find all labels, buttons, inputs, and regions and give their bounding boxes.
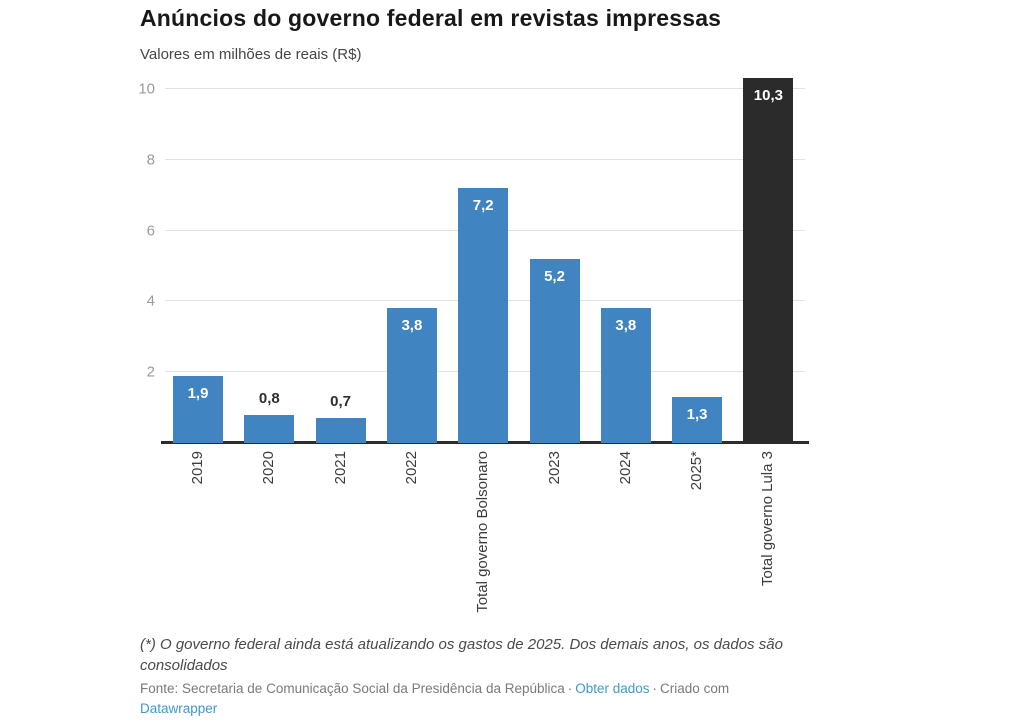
gridline [165,88,805,89]
chart-title: Anúncios do governo federal em revistas … [140,5,722,31]
value-label: 5,2 [544,267,565,285]
source-text: Fonte: Secretaria de Comunicação Social … [140,681,565,696]
bar-Total governo Bolsonaro [458,188,509,443]
separator-dot: · [567,681,573,696]
y-tick-label: 4 [146,292,155,310]
x-axis-label: 2022 [402,451,420,485]
footnote: (*) O governo federal ainda está atualiz… [140,636,783,674]
plot-area: 2 4 6 8 10 1,9 2019 0,8 2020 0,7 2021 3,8 2022 7,2 Tot… [138,75,809,613]
value-label: 1,3 [686,405,708,423]
y-tick-label: 6 [146,222,155,240]
get-data-link[interactable]: Obter dados [575,681,650,696]
bar-2019 [173,375,223,443]
bar-2025* [672,396,723,443]
value-label: 10,3 [753,87,783,105]
source-line: Fonte: Secretaria de Comunicação Social … [140,679,780,720]
bar-2020 [244,414,295,443]
value-label: 1,9 [187,384,209,402]
x-axis-label: 2023 [545,451,563,485]
value-label: 3,8 [401,317,423,335]
bar-Total governo Lula 3 [743,78,794,443]
y-tick-label: 10 [138,80,155,98]
value-label: 3,8 [615,317,637,335]
created-with-text: Criado com [660,681,730,696]
value-label: 0,8 [258,389,280,407]
x-axis-label: 2020 [260,451,278,485]
gridline [165,158,805,160]
bar-2021 [315,418,366,443]
value-label: 0,7 [330,393,352,411]
x-axis-label: Total governo Bolsonaro [474,451,492,613]
x-axis-label: 2025* [688,451,706,491]
x-axis-label: 2024 [616,451,634,485]
y-tick-label: 8 [146,151,155,169]
x-axis-label: 2019 [189,451,206,485]
x-axis-label: 2021 [331,451,349,485]
value-label: 7,2 [472,197,494,215]
chart-subtitle: Valores em milhões de reais (R$) [140,46,362,63]
x-axis-label: Total governo Lula 3 [759,451,777,587]
y-tick-label: 2 [146,363,155,381]
separator-dot: · [652,681,658,696]
bar-2023 [529,258,580,443]
datawrapper-link[interactable]: Datawrapper [140,701,218,717]
bar-2024 [600,308,651,443]
bar-2022 [386,308,437,443]
